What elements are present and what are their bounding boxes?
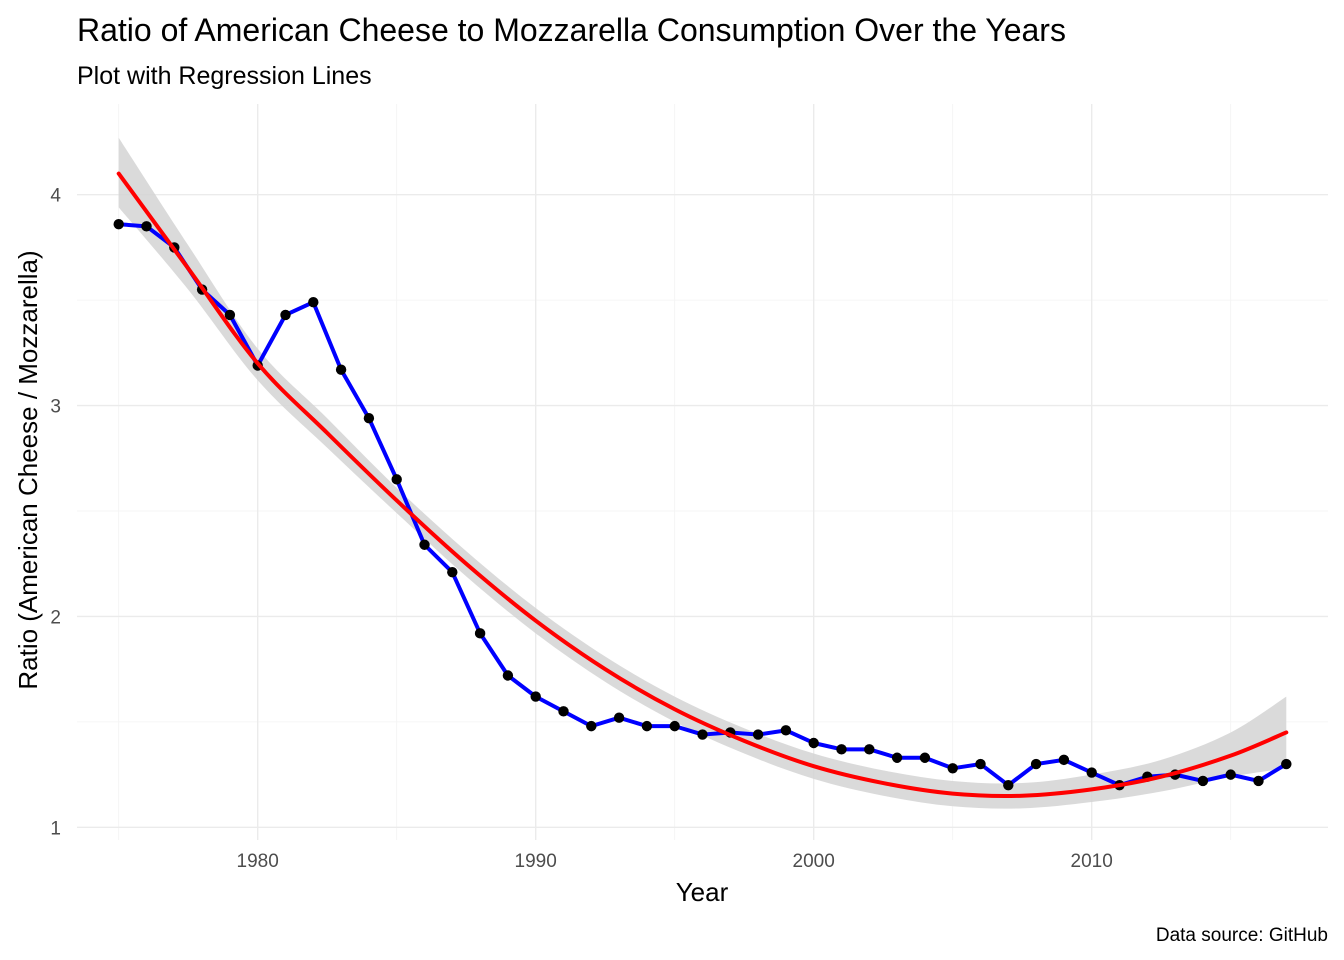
data-point [641, 720, 653, 732]
y-tick-label: 2 [50, 607, 61, 628]
data-point [1086, 767, 1097, 778]
data-point [391, 474, 402, 485]
data-point [141, 221, 152, 232]
plot-area [77, 104, 1328, 840]
observed-line-layer [116, 222, 1289, 788]
data-point [586, 720, 597, 732]
data-point [780, 725, 792, 736]
x-tick-label: 1990 [515, 851, 557, 872]
confidence-band [118, 137, 1287, 809]
y-axis-ticks: 1 2 3 4 [50, 186, 61, 840]
data-point [558, 706, 569, 717]
x-tick-label: 2010 [1071, 851, 1113, 872]
confidence-band-layer [118, 137, 1287, 809]
data-points-layer [113, 219, 1292, 791]
data-point [1197, 775, 1209, 787]
data-point [1030, 758, 1042, 770]
data-point [613, 712, 625, 723]
y-axis-title: Ratio (American Cheese / Mozzarella) [13, 250, 43, 689]
regression-line-layer [116, 171, 1289, 798]
y-tick-label: 1 [50, 818, 61, 839]
data-point [752, 729, 764, 740]
data-point [335, 364, 347, 375]
data-point [474, 628, 486, 639]
data-point [1225, 769, 1236, 780]
data-point [280, 309, 291, 321]
observed-series-line [116, 222, 1289, 788]
data-point [669, 720, 680, 732]
data-point [113, 219, 124, 230]
data-point [1003, 779, 1014, 791]
data-point [502, 670, 514, 681]
data-point [419, 539, 430, 550]
data-point [891, 752, 903, 763]
major-gridlines [77, 104, 1328, 840]
regression-line [116, 171, 1289, 798]
x-axis-title: Year [676, 877, 729, 907]
data-point [975, 758, 986, 770]
data-point [1281, 758, 1292, 770]
data-point [530, 691, 541, 702]
data-point [363, 413, 375, 424]
y-tick-label: 3 [50, 397, 61, 418]
x-tick-label: 1980 [237, 851, 279, 872]
data-point [308, 297, 319, 308]
data-point [836, 744, 847, 755]
data-point [947, 763, 958, 774]
data-point [864, 744, 875, 755]
data-point [697, 729, 708, 740]
x-axis-ticks: 1980 1990 2000 2010 [237, 851, 1113, 872]
y-tick-label: 4 [50, 186, 61, 207]
data-point [447, 566, 458, 578]
data-point [224, 309, 236, 321]
x-tick-label: 2000 [793, 851, 835, 872]
data-point [1253, 775, 1264, 787]
data-point [808, 737, 819, 749]
chart-subtitle: Plot with Regression Lines [77, 62, 372, 90]
data-point [1058, 754, 1070, 766]
chart-caption: Data source: GitHub [1156, 925, 1328, 946]
chart-title: Ratio of American Cheese to Mozzarella C… [77, 12, 1066, 48]
data-point [919, 752, 931, 763]
